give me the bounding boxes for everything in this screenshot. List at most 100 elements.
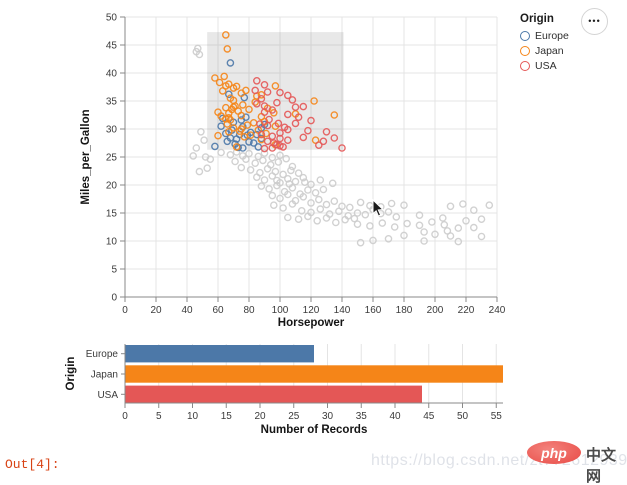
- bar-x-tick-label: 40: [389, 411, 401, 422]
- scatter-point-unselected: [420, 228, 428, 236]
- scatter-point-unselected: [268, 153, 277, 162]
- scatter-point-japan: [330, 111, 339, 119]
- scatter-point-unselected: [276, 151, 284, 160]
- bar-x-tick-label: 10: [187, 411, 199, 422]
- scatter-point-unselected: [350, 214, 359, 223]
- y-tick-label: 10: [106, 237, 118, 248]
- scatter-point-japan: [245, 105, 253, 114]
- scatter-point-usa: [256, 120, 264, 128]
- scatter-point-unselected: [341, 215, 349, 224]
- scatter-point-usa: [319, 137, 328, 146]
- scatter-point-europe: [246, 128, 255, 137]
- scatter-point-unselected: [246, 166, 255, 174]
- scatter-point-japan: [224, 80, 233, 88]
- scatter-point-unselected: [415, 211, 424, 219]
- bar-y-axis-title: Origin: [65, 357, 77, 391]
- legend: Origin Europe Japan USA: [520, 13, 569, 75]
- scatter-point-europe: [245, 138, 253, 146]
- scatter-point-usa: [283, 110, 292, 119]
- scatter-point-japan: [310, 97, 318, 105]
- scatter-point-unselected: [322, 200, 331, 209]
- scatter-point-europe: [223, 137, 232, 146]
- watermark-site-name: 中文网: [586, 447, 617, 485]
- php-logo-text: php: [541, 444, 567, 461]
- scatter-point-unselected: [311, 188, 320, 197]
- scatter-point-unselected: [274, 158, 283, 166]
- scatter-point-unselected: [283, 190, 292, 199]
- scatter-point-japan: [229, 124, 238, 132]
- scatter-point-unselected: [356, 238, 365, 247]
- scatter-point-unselected: [192, 144, 201, 152]
- scatter-point-usa: [274, 119, 283, 128]
- scatter-point-japan: [221, 31, 230, 39]
- scatter-point-japan: [224, 109, 233, 118]
- bar-europe: [125, 345, 314, 363]
- x-tick-label: 180: [396, 305, 413, 316]
- scatter-point-unselected: [361, 210, 370, 219]
- x-tick-label: 140: [334, 305, 351, 316]
- scatter-point-japan: [214, 131, 222, 140]
- scatter-point-unselected: [400, 201, 408, 209]
- scatter-point-unselected: [313, 216, 322, 225]
- vega-lite-visualization[interactable]: 0 20 40 60 80 100 120 140 160 180 200 220 2400510152…: [0, 0, 627, 440]
- scatter-point-japan: [234, 107, 242, 115]
- x-axis-title: Horsepower: [278, 317, 345, 329]
- bar-x-tick-label: 5: [156, 411, 162, 422]
- y-tick-label: 0: [111, 293, 117, 304]
- scatter-point-unselected: [283, 174, 292, 183]
- scatter-point-unselected: [485, 201, 494, 209]
- scatter-point-japan: [226, 94, 235, 102]
- scatter-point-unselected: [440, 220, 449, 229]
- bar-x-tick-label: 50: [457, 411, 469, 422]
- scatter-point-unselected: [237, 163, 246, 172]
- scatter-point-usa: [307, 116, 315, 125]
- bar-x-tick-label: 15: [221, 411, 233, 422]
- chart-actions-button[interactable]: •••: [581, 8, 608, 35]
- scatter-point-japan: [243, 121, 252, 129]
- scatter-point-unselected: [369, 236, 377, 245]
- scatter-point-unselected: [263, 164, 272, 173]
- x-tick-label: 40: [181, 305, 193, 316]
- legend-item-usa: USA: [520, 60, 569, 72]
- scatter-point-unselected: [378, 219, 387, 227]
- scatter-point-unselected: [322, 214, 331, 222]
- scatter-point-unselected: [446, 232, 455, 240]
- scatter-point-unselected: [279, 170, 287, 179]
- legend-item-label: Europe: [535, 30, 569, 42]
- scatter-point-usa: [257, 95, 266, 103]
- x-tick-label: 120: [303, 305, 320, 316]
- bar-x-tick-label: 0: [122, 411, 128, 422]
- legend-title: Origin: [520, 13, 554, 25]
- scatter-point-japan: [271, 82, 280, 90]
- scatter-point-usa: [263, 88, 272, 96]
- bar-japan: [125, 365, 503, 383]
- scatter-point-usa: [283, 136, 292, 144]
- y-tick-label: 15: [106, 209, 118, 220]
- scatter-point-unselected: [330, 197, 339, 205]
- bar-x-tick-label: 30: [322, 411, 334, 422]
- scatter-point-usa: [260, 81, 269, 89]
- scatter-point-usa: [268, 132, 277, 141]
- scatter-point-unselected: [276, 194, 284, 203]
- bar-x-tick-label: 45: [423, 411, 435, 422]
- x-tick-label: 60: [212, 305, 224, 316]
- scatter-point-usa: [252, 77, 261, 85]
- scatter-point-unselected: [287, 166, 295, 175]
- scatter-point-usa: [330, 134, 339, 142]
- scatter-point-unselected: [294, 215, 303, 223]
- legend-item-label: Japan: [535, 45, 564, 57]
- bar-usa: [125, 385, 422, 403]
- scatter-point-japan: [215, 78, 224, 87]
- scatter-point-usa: [314, 141, 323, 149]
- scatter-point-unselected: [299, 192, 308, 201]
- y-tick-label: 20: [106, 181, 118, 192]
- scatter-point-japan: [257, 91, 266, 99]
- legend-item-europe: Europe: [520, 30, 569, 42]
- scatter-point-usa: [251, 86, 259, 95]
- scatter-point-unselected: [400, 231, 408, 240]
- scatter-point-unselected: [254, 152, 263, 161]
- scatter-point-unselected: [469, 223, 478, 232]
- scatter-point-unselected: [231, 157, 239, 166]
- scatter-point-usa: [276, 134, 284, 143]
- scatter-point-unselected: [291, 177, 300, 186]
